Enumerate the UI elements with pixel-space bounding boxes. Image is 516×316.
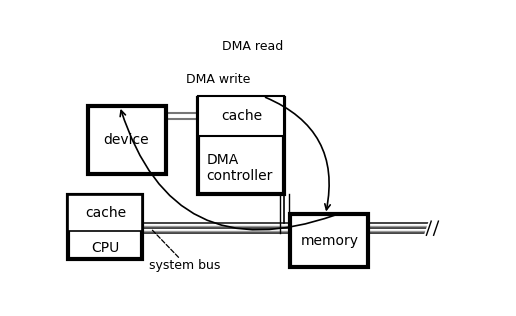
Text: CPU: CPU bbox=[91, 241, 120, 255]
Bar bbox=[291, 214, 368, 267]
Bar bbox=[199, 96, 284, 137]
Bar bbox=[199, 98, 284, 194]
Bar bbox=[69, 195, 142, 259]
Text: DMA write: DMA write bbox=[186, 73, 251, 86]
Text: cache: cache bbox=[221, 109, 262, 123]
Text: system bus: system bus bbox=[149, 259, 220, 272]
Text: device: device bbox=[104, 133, 149, 147]
Text: DMA
controller: DMA controller bbox=[206, 153, 273, 183]
Bar bbox=[69, 195, 142, 231]
Bar bbox=[89, 106, 167, 174]
Text: memory: memory bbox=[301, 234, 359, 248]
Text: DMA read: DMA read bbox=[222, 40, 283, 53]
Text: cache: cache bbox=[85, 206, 126, 220]
